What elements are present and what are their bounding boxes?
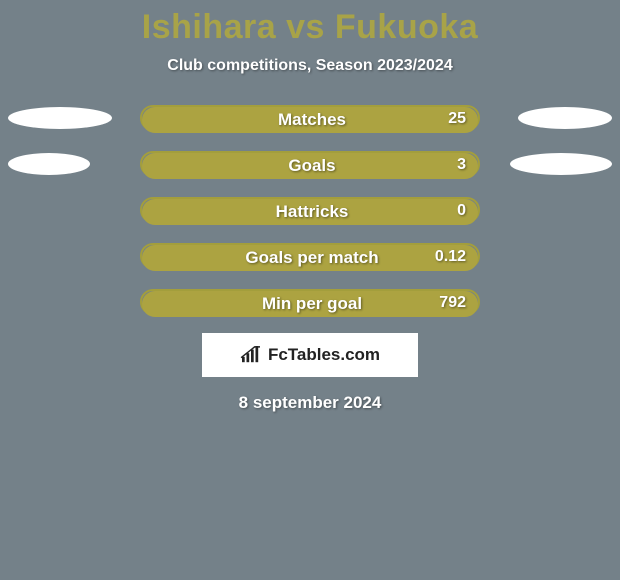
stat-bar-fill <box>142 107 478 133</box>
stat-bar-outer: Goals per match 0.12 <box>140 243 480 269</box>
left-ellipse <box>8 107 112 129</box>
left-ellipse <box>8 153 90 175</box>
stat-bar-outer: Hattricks 0 <box>140 197 480 223</box>
subtitle: Club competitions, Season 2023/2024 <box>0 57 620 75</box>
stat-bar-outer: Goals 3 <box>140 151 480 177</box>
stat-row: Hattricks 0 <box>0 195 620 225</box>
chart-icon <box>240 346 262 364</box>
stat-bar-outer: Matches 25 <box>140 105 480 131</box>
right-ellipse <box>510 153 612 175</box>
logo-box[interactable]: FcTables.com <box>202 333 418 377</box>
stat-bar-fill <box>142 199 478 225</box>
stat-bar-outer: Min per goal 792 <box>140 289 480 315</box>
logo-text: FcTables.com <box>268 345 380 365</box>
stat-bar-fill <box>142 153 478 179</box>
stat-row: Min per goal 792 <box>0 287 620 317</box>
page-title: Ishihara vs Fukuoka <box>0 0 620 47</box>
stat-row: Matches 25 <box>0 103 620 133</box>
infographic-container: Ishihara vs Fukuoka Club competitions, S… <box>0 0 620 580</box>
stat-bar-fill <box>142 245 478 271</box>
stat-row: Goals 3 <box>0 149 620 179</box>
stats-area: Matches 25 Goals 3 Hattricks 0 <box>0 103 620 317</box>
date-text: 8 september 2024 <box>0 393 620 413</box>
stat-row: Goals per match 0.12 <box>0 241 620 271</box>
stat-bar-fill <box>142 291 478 317</box>
right-ellipse <box>518 107 612 129</box>
